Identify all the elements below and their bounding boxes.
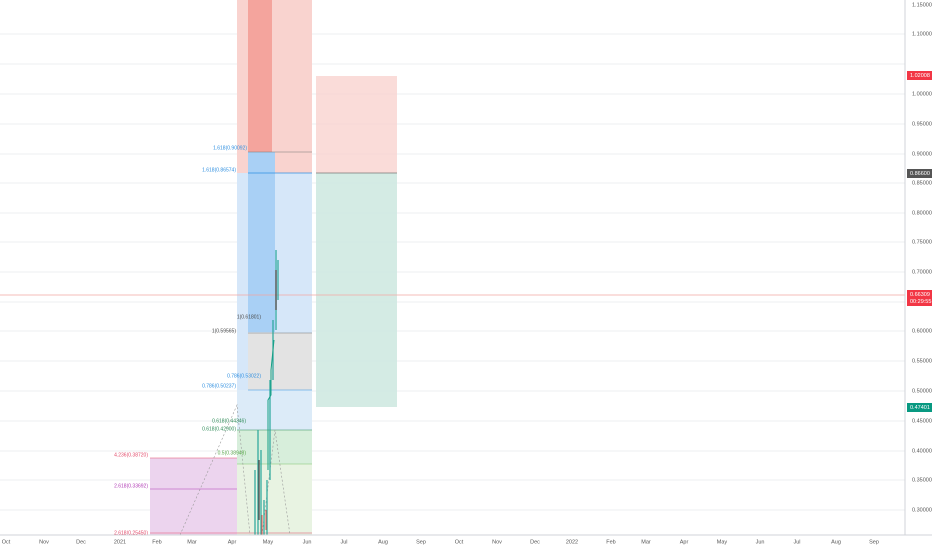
time-label: Feb xyxy=(152,539,161,545)
price-tag: 0.66309 xyxy=(910,292,930,298)
time-label: Sep xyxy=(869,539,879,545)
time-axis: Oct Nov Dec 2021 Feb Mar Apr May Jun Jul Aug Sep Oct… xyxy=(0,534,932,545)
price-label: 1.10000 xyxy=(912,31,932,37)
time-label: May xyxy=(263,539,274,545)
fib-label: 1(0.61801) xyxy=(237,314,262,320)
time-label: Mar xyxy=(187,539,197,545)
price-label: 0.75000 xyxy=(912,239,932,245)
time-label: Aug xyxy=(831,539,841,545)
countdown: 00:29:55 xyxy=(910,299,931,305)
candles xyxy=(254,250,279,535)
fib-label: 4.236(0.38720) xyxy=(114,452,148,458)
time-label: Feb xyxy=(606,539,615,545)
price-tag: 1.02008 xyxy=(910,73,930,79)
price-label: 0.55000 xyxy=(912,358,932,364)
time-label: 2021 xyxy=(114,539,126,545)
time-label: Jun xyxy=(756,539,765,545)
price-axis: 1.15000 1.10000 1.00000 0.95000 0.90000 … xyxy=(904,0,932,535)
fib-label: 2.618(0.33692) xyxy=(114,483,148,489)
time-label: Dec xyxy=(76,539,86,545)
fib-label: 1.618(0.86574) xyxy=(202,167,236,173)
price-label: 0.40000 xyxy=(912,448,932,454)
time-label: Dec xyxy=(530,539,540,545)
price-tag: 0.47401 xyxy=(910,405,930,411)
time-label: Apr xyxy=(228,539,237,545)
fib-label: 0.618(0.44346) xyxy=(212,418,246,424)
fib-label: 1.618(0.90092) xyxy=(213,145,247,151)
grid xyxy=(0,33,905,511)
price-label: 0.70000 xyxy=(912,269,932,275)
price-label: 0.95000 xyxy=(912,121,932,127)
fib-label: 0.786(0.53022) xyxy=(227,373,261,379)
time-label: Sep xyxy=(416,539,426,545)
time-label: Aug xyxy=(378,539,388,545)
time-label: Apr xyxy=(680,539,689,545)
time-label: Jul xyxy=(340,539,347,545)
fib-label: 0.618(0.42900) xyxy=(202,426,236,432)
price-tag: 0.86600 xyxy=(910,171,930,177)
time-label: Nov xyxy=(492,539,502,545)
fib-label: 1(0.59565) xyxy=(212,328,237,334)
price-label: 0.80000 xyxy=(912,210,932,216)
fib-label: 0.786(0.50237) xyxy=(202,383,236,389)
price-label: 1.00000 xyxy=(912,91,932,97)
time-label: Mar xyxy=(641,539,651,545)
time-label: Oct xyxy=(2,539,11,545)
time-label: Nov xyxy=(39,539,49,545)
time-label: 2022 xyxy=(566,539,578,545)
fib-label: 2.618(0.25450) xyxy=(114,530,148,536)
price-label: 0.30000 xyxy=(912,507,932,513)
price-label: 1.15000 xyxy=(912,2,932,8)
price-label: 0.50000 xyxy=(912,388,932,394)
time-label: Jul xyxy=(793,539,800,545)
time-label: Jun xyxy=(303,539,312,545)
time-label: May xyxy=(717,539,728,545)
drawings xyxy=(0,0,905,536)
fib-label: 0.5(0.38948) xyxy=(218,450,247,456)
price-label: 0.90000 xyxy=(912,151,932,157)
price-label: 0.85000 xyxy=(912,180,932,186)
fib-labels: 1.618(0.90092) 1.618(0.86574) 1(0.61801)… xyxy=(114,145,261,536)
price-label: 0.60000 xyxy=(912,328,932,334)
time-label: Oct xyxy=(455,539,464,545)
price-label: 0.45000 xyxy=(912,418,932,424)
price-label: 0.35000 xyxy=(912,477,932,483)
